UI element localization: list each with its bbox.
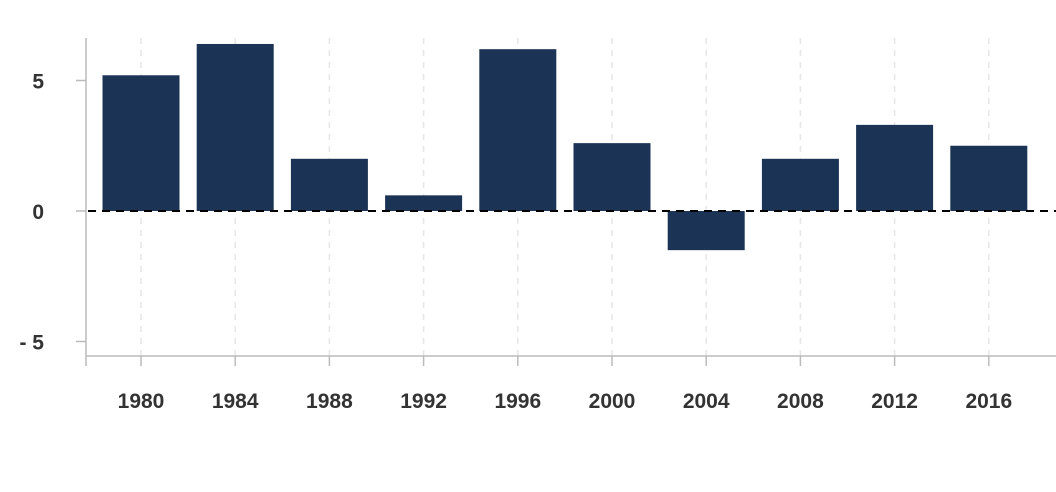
x-tick-label-1980: 1980 (118, 390, 165, 413)
x-tick-label-2008: 2008 (777, 390, 824, 413)
bar-1992 (385, 195, 463, 211)
bar-1984 (196, 43, 274, 212)
bars (102, 43, 1028, 251)
y-tick-label: 5 (32, 71, 44, 94)
x-tick-label-2000: 2000 (589, 390, 636, 413)
x-tick-label-1992: 1992 (400, 390, 447, 413)
x-tick-label-1984: 1984 (212, 390, 259, 413)
bar-2008 (761, 158, 839, 211)
bar-1988 (290, 158, 368, 211)
y-tick-label: 0 (32, 201, 44, 224)
x-tick-label-2012: 2012 (871, 390, 918, 413)
bar-2000 (573, 143, 651, 211)
x-tick-label-1988: 1988 (306, 390, 353, 413)
x-tick-labels: 1980 1984 1988 1992 1996 2000 2004 2008 2012 2016 (118, 390, 1013, 413)
bar-1980 (102, 75, 180, 211)
y-tick-labels: 5 0 - 5 (19, 71, 44, 355)
bar-1996 (479, 49, 557, 212)
x-tick-label-1996: 1996 (494, 390, 541, 413)
bar-2016 (950, 145, 1028, 211)
bar-2012 (856, 124, 934, 211)
y-tick-label: - 5 (19, 332, 44, 355)
bar-2004 (667, 211, 745, 251)
x-tick-label-2016: 2016 (965, 390, 1012, 413)
x-tick-label-2004: 2004 (683, 390, 730, 413)
axes (76, 38, 1056, 366)
